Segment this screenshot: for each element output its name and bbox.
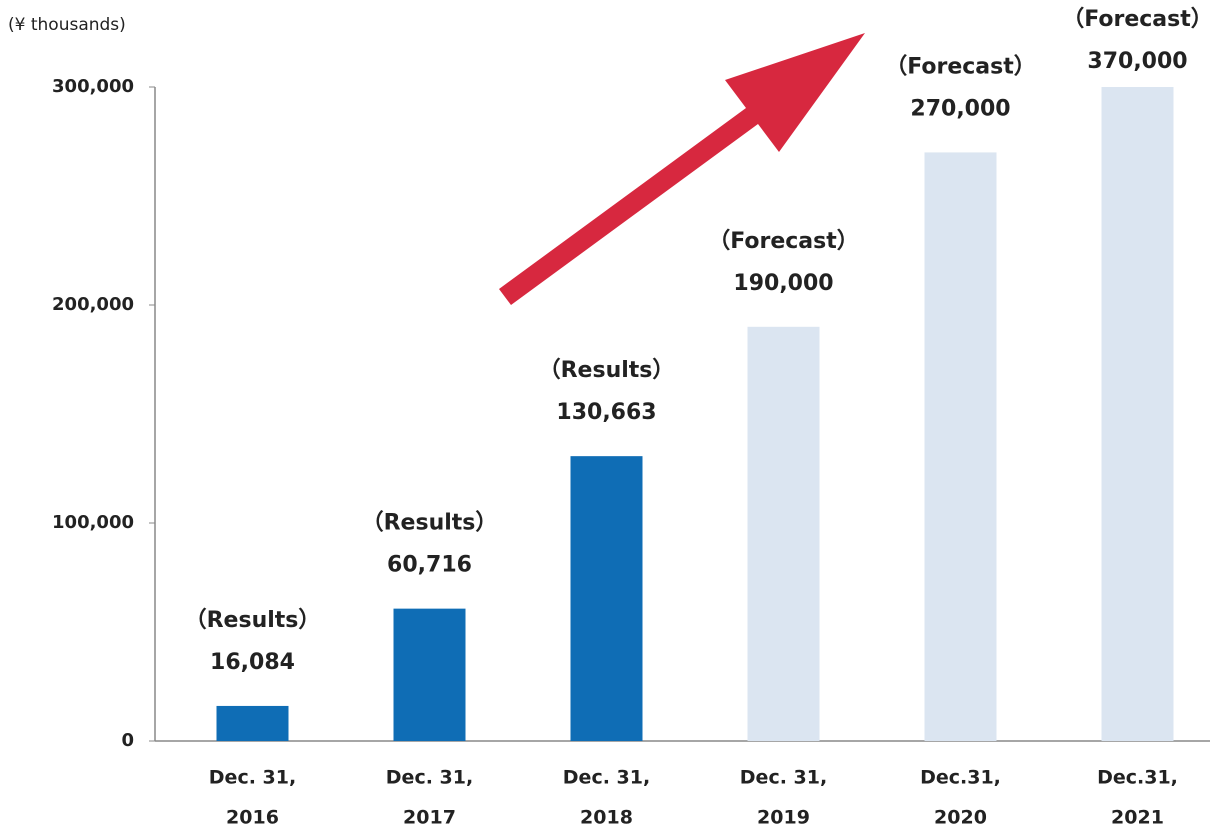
value-label: 370,000 — [1087, 49, 1187, 74]
status-label: （Forecast） — [708, 229, 859, 254]
value-label: 60,716 — [387, 553, 472, 578]
status-label: （Forecast） — [885, 54, 1036, 79]
status-label: （Results） — [185, 608, 321, 633]
x-tick-label: Dec.31, — [1097, 767, 1178, 789]
x-tick-label: 2020 — [934, 807, 987, 829]
x-tick-label: Dec. 31, — [740, 767, 827, 789]
bar — [570, 456, 643, 741]
status-label: （Forecast） — [1062, 7, 1210, 32]
value-label: 130,663 — [556, 400, 656, 425]
x-tick-label: 2021 — [1111, 807, 1164, 829]
status-label: （Results） — [539, 358, 675, 383]
x-tick-label: 2018 — [580, 807, 633, 829]
y-tick-label: 0 — [121, 730, 134, 751]
x-tick-label: Dec.31, — [920, 767, 1001, 789]
x-tick-label: 2019 — [757, 807, 810, 829]
bar — [924, 152, 997, 741]
value-label: 190,000 — [733, 271, 833, 296]
x-tick-label: Dec. 31, — [563, 767, 650, 789]
x-tick-label: 2017 — [403, 807, 456, 829]
status-label: （Results） — [362, 511, 498, 536]
x-tick-label: Dec. 31, — [209, 767, 296, 789]
bar — [747, 326, 820, 741]
y-tick-label: 200,000 — [52, 294, 134, 315]
y-tick-label: 100,000 — [52, 512, 134, 533]
y-tick-label: 300,000 — [52, 76, 134, 97]
unit-label: (¥ thousands) — [8, 15, 126, 35]
bar — [1101, 87, 1174, 741]
value-label: 16,084 — [210, 650, 295, 675]
bar — [216, 705, 289, 741]
trend-arrow — [499, 33, 865, 305]
x-tick-label: 2016 — [226, 807, 279, 829]
value-label: 270,000 — [910, 96, 1010, 121]
x-tick-label: Dec. 31, — [386, 767, 473, 789]
bar — [393, 608, 466, 741]
